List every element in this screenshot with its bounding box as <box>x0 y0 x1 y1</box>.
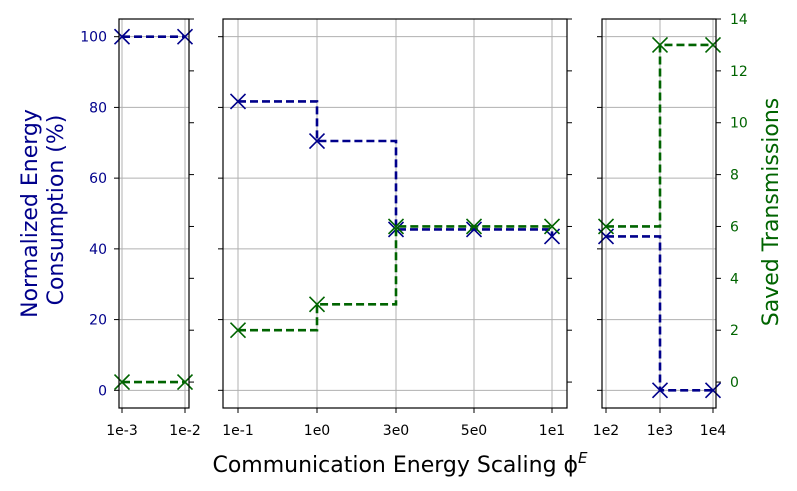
y-tick-label-left: 0 <box>98 383 107 399</box>
y-axis-title-left-line1: Normalized Energy <box>18 109 43 318</box>
y-tick-label-right: 4 <box>730 271 739 287</box>
energy-series-line <box>606 235 713 392</box>
energy-series-marker <box>651 382 669 399</box>
energy-series-marker <box>229 93 247 110</box>
energy-series-marker <box>465 221 483 238</box>
y-tick-label-right: 10 <box>730 116 748 132</box>
y-tick-label-left: 40 <box>89 242 107 258</box>
saved-series-marker <box>387 218 405 235</box>
x-axis-title-main: Communication Energy Scaling ϕ <box>212 453 578 478</box>
x-tick-label: 1e3 <box>647 423 673 439</box>
saved-series-marker <box>113 374 131 391</box>
y-axis-title-right: Saved Transmissions <box>759 98 784 327</box>
energy-series-marker <box>308 132 326 150</box>
x-tick-label: 3e0 <box>383 423 409 439</box>
x-tick-label: 5e0 <box>461 423 487 439</box>
y-tick-label-right: 14 <box>730 12 748 28</box>
saved-series-line <box>238 225 552 332</box>
series-layer <box>113 28 722 399</box>
saved-series-marker <box>229 322 247 339</box>
x-tick-label: 1e-3 <box>106 423 137 439</box>
y-tick-label-right: 0 <box>730 375 739 391</box>
energy-series-marker <box>113 28 131 45</box>
panel-frame <box>118 18 190 409</box>
x-axis-title-superscript: E <box>578 449 588 467</box>
x-tick-label: 1e-2 <box>169 423 200 439</box>
saved-series-line <box>606 43 713 228</box>
y-axis-title-left: Normalized Energy Consumption (%) <box>18 102 69 318</box>
axes-layer <box>114 18 721 413</box>
energy-series-line <box>238 100 554 237</box>
y-tick-label-right: 8 <box>730 168 739 184</box>
y-tick-label-left: 20 <box>89 313 107 329</box>
saved-series-marker <box>308 296 326 313</box>
y-tick-label-right: 6 <box>730 219 739 235</box>
saved-series-marker <box>597 218 615 235</box>
saved-series-marker <box>543 218 561 235</box>
y-tick-label-right: 2 <box>730 323 739 339</box>
tick-labels-layer: 1e-3 1e-2 1e-1 1e0 3e0 5e0 1e1 1e2 1e3 1e40204060… <box>80 12 748 439</box>
y-tick-label-left: 60 <box>89 171 107 187</box>
x-tick-label: 1e1 <box>539 423 565 439</box>
x-tick-label: 1e0 <box>304 423 330 439</box>
y-tick-label-left: 100 <box>80 30 107 46</box>
y-axis-title-left-line2: Consumption (%) <box>44 115 69 306</box>
saved-series-marker <box>651 36 669 53</box>
y-tick-label-left: 80 <box>89 100 107 116</box>
y-tick-label-right: 12 <box>730 64 748 80</box>
saved-series-marker <box>176 374 194 391</box>
x-tick-label: 1e4 <box>700 423 727 439</box>
grid-layer <box>119 19 716 408</box>
saved-series-marker <box>465 218 483 235</box>
saved-series-marker <box>704 36 722 53</box>
panel-frame <box>222 18 568 409</box>
x-tick-label: 1e2 <box>593 423 619 439</box>
x-tick-label: 1e-1 <box>222 423 253 439</box>
energy-series-marker <box>176 28 194 45</box>
panel-frame <box>601 18 717 409</box>
x-axis-title: Communication Energy Scaling ϕE <box>212 449 588 478</box>
energy-series-marker <box>704 382 722 399</box>
